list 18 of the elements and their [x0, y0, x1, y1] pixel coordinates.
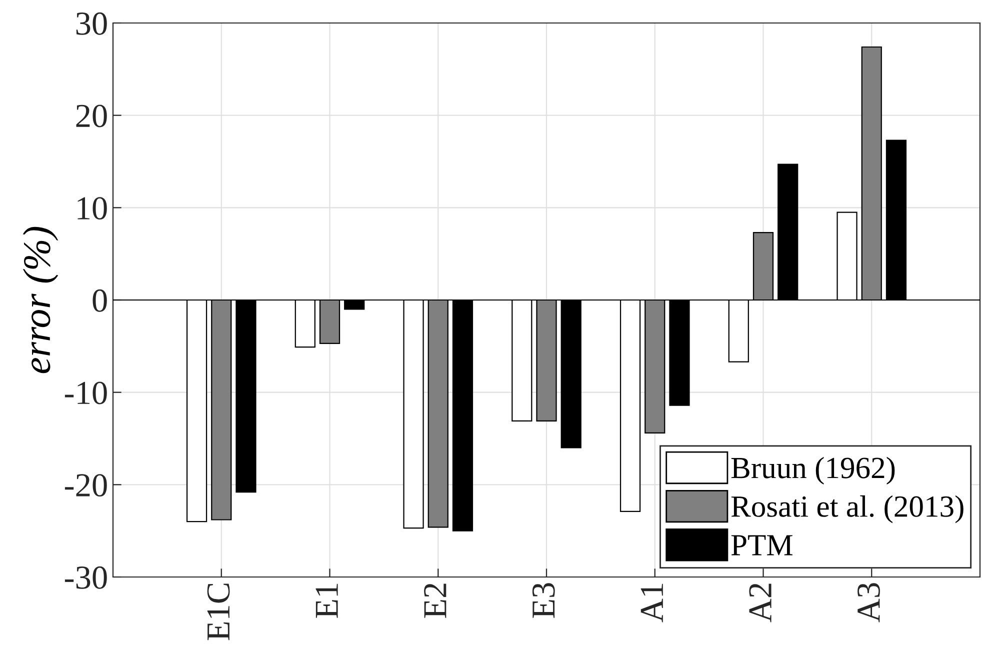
x-tick-label: E1C: [207, 584, 230, 640]
y-tick-label: -10: [64, 382, 107, 404]
x-tick-label: A1: [640, 584, 663, 622]
y-tick-label: 30: [76, 12, 107, 35]
x-tick-label: E1: [316, 584, 338, 618]
y-axis-title: error (%): [22, 226, 58, 374]
x-tick-label: A2: [749, 584, 772, 622]
legend-label: Rosati et al. (2013): [731, 495, 964, 524]
x-tick-label: E2: [424, 584, 446, 618]
x-tick-label: A3: [858, 583, 880, 622]
y-tick-label: 0: [92, 289, 107, 312]
y-tick-label: -30: [64, 566, 107, 589]
y-tick-label: 10: [78, 197, 107, 220]
y-tick-label: -20: [64, 474, 107, 497]
legend-label: Bruun (1962): [731, 456, 895, 485]
y-tick-label: 20: [76, 104, 107, 128]
legend-label: PTM: [731, 535, 792, 556]
x-tick-label: E3: [532, 583, 555, 618]
